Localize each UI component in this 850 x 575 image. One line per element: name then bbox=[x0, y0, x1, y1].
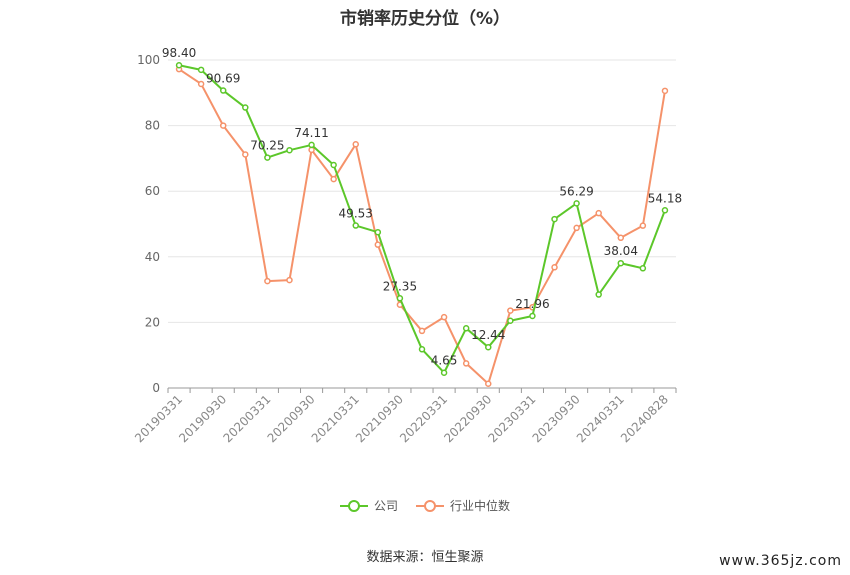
company-data-label: 98.40 bbox=[162, 46, 196, 60]
y-axis-ticks: 0 20 40 60 80 100 bbox=[137, 53, 160, 395]
industry-point bbox=[197, 80, 205, 88]
company-point bbox=[308, 141, 315, 149]
industry-point bbox=[661, 87, 669, 95]
industry-point bbox=[286, 276, 293, 284]
chart-title: 市销率历史分位（%） bbox=[339, 9, 511, 29]
company-data-label: 90.69 bbox=[206, 72, 240, 86]
company-point bbox=[573, 200, 580, 207]
industry-point bbox=[242, 151, 249, 158]
industry-point bbox=[330, 175, 337, 183]
company-point bbox=[661, 207, 669, 214]
data-labels: 98.40 90.69 70.25 74.11 49.53 27.35 4.65 12.44 2… bbox=[162, 46, 682, 368]
company-data-label: 54.18 bbox=[648, 191, 682, 205]
company-data-label: 74.11 bbox=[294, 126, 328, 140]
x-tick-label: 20240828 bbox=[618, 392, 671, 445]
industry-point bbox=[462, 360, 470, 367]
legend-company-marker-icon bbox=[339, 499, 368, 512]
industry-point bbox=[485, 380, 492, 387]
company-data-label: 4.65 bbox=[431, 354, 458, 368]
y-tick-label: 20 bbox=[145, 315, 160, 329]
company-point bbox=[197, 66, 205, 74]
company-data-label: 56.29 bbox=[559, 184, 593, 198]
y-tick-label: 100 bbox=[137, 53, 160, 67]
company-data-label: 49.53 bbox=[339, 207, 373, 221]
company-series-line bbox=[178, 64, 666, 374]
company-data-label: 38.04 bbox=[604, 244, 638, 258]
watermark: www.365jz.com bbox=[719, 553, 842, 569]
y-tick-label: 80 bbox=[145, 119, 160, 133]
company-point bbox=[418, 346, 426, 353]
industry-series-line bbox=[178, 68, 666, 385]
industry-point bbox=[551, 264, 558, 271]
legend-item-industry[interactable]: 行业中位数 bbox=[416, 497, 510, 514]
company-point bbox=[219, 87, 227, 94]
y-tick-label: 0 bbox=[152, 381, 160, 395]
legend: 公司 行业中位数 bbox=[0, 497, 850, 514]
grid-lines bbox=[168, 59, 676, 323]
company-point bbox=[529, 312, 536, 320]
y-tick-label: 60 bbox=[145, 184, 160, 198]
industry-point bbox=[352, 141, 359, 148]
x-axis: 2019033120190930202003312020093020210331… bbox=[132, 387, 677, 445]
company-point bbox=[440, 369, 448, 376]
industry-point bbox=[595, 209, 602, 217]
industry-point bbox=[418, 327, 426, 335]
series-lines bbox=[175, 61, 669, 387]
company-point bbox=[374, 228, 382, 236]
company-data-label: 27.35 bbox=[383, 279, 417, 293]
company-point bbox=[352, 222, 359, 229]
company-point bbox=[595, 291, 602, 298]
industry-point bbox=[264, 277, 271, 285]
company-point bbox=[242, 104, 249, 111]
company-point bbox=[507, 317, 514, 325]
company-point bbox=[485, 343, 492, 351]
industry-point bbox=[617, 234, 625, 242]
company-point bbox=[639, 265, 647, 272]
industry-point bbox=[639, 222, 647, 229]
company-point bbox=[462, 325, 470, 332]
legend-industry-marker-icon bbox=[416, 499, 444, 512]
data-source: 数据来源：恒生聚源 bbox=[366, 550, 484, 565]
company-point bbox=[175, 61, 183, 69]
company-data-label: 21.96 bbox=[515, 297, 549, 311]
industry-point bbox=[374, 241, 382, 248]
company-point bbox=[396, 295, 404, 302]
legend-industry-label: 行业中位数 bbox=[450, 499, 511, 513]
industry-point bbox=[573, 224, 580, 232]
y-tick-label: 40 bbox=[145, 250, 160, 264]
company-data-label: 12.44 bbox=[471, 328, 505, 342]
industry-point bbox=[507, 307, 514, 314]
industry-point bbox=[440, 313, 448, 321]
company-point bbox=[264, 154, 271, 161]
legend-company-label: 公司 bbox=[373, 499, 398, 513]
company-point bbox=[551, 215, 558, 223]
company-point bbox=[330, 161, 337, 169]
company-data-label: 70.25 bbox=[250, 139, 284, 153]
legend-item-company[interactable]: 公司 bbox=[339, 497, 398, 514]
company-point bbox=[286, 146, 293, 154]
industry-point bbox=[219, 122, 227, 129]
company-point bbox=[617, 259, 625, 267]
